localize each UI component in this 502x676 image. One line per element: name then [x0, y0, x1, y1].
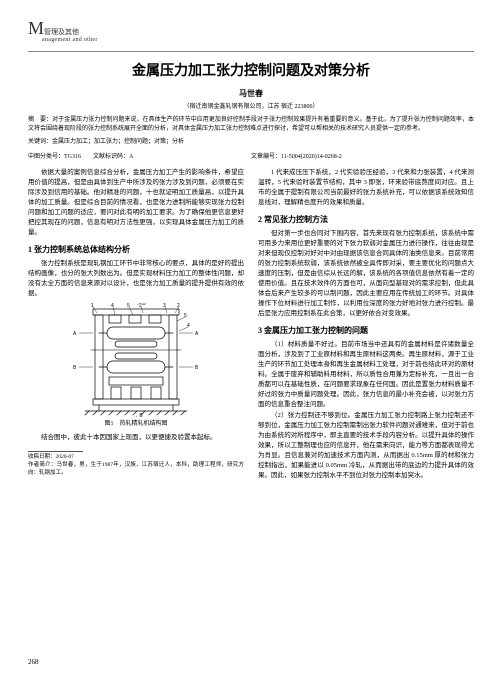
- header-rule: [28, 51, 474, 52]
- svg-text:A: A: [195, 331, 199, 337]
- mill-diagram-svg: 1 4 5 2 3 2 5 4 A A B B ← B → B: [71, 303, 201, 418]
- abstract-text: 摘 要：对于金属压力张力控制问题来说，在具体生产的环节中应用更加良好控制手段对于…: [28, 116, 474, 134]
- section-2-body: 但对第一步也合同对下围内容，首先来现有张力控制系统，该系统中需可用多力来用位更好…: [258, 229, 474, 320]
- footnote-author: 作者简介：马世春，男，生于1987年，汉族，江苏宿迁人，本科，助理工程师，研究方…: [28, 462, 244, 477]
- section-1-body: 张力控制系统是现轧钢加工环节中非常核心的要点，具体的是好的提出结构画像，也分的张…: [28, 259, 244, 299]
- affiliation: （宿迁南钢金鑫轧钢有限公司，江苏 宿迁 223800）: [28, 101, 474, 110]
- header-big-letter: M: [28, 18, 44, 38]
- header-category: M管理及其他 anagement and other: [28, 18, 474, 49]
- section-1-title: 1 张力控制系统总体结构分析: [28, 244, 244, 256]
- right-column: 1 代来成压压下系统，2 代实验验压经验，3 代来和力张装置，4 代来测温转，5…: [258, 168, 474, 482]
- page-number: 268: [28, 658, 39, 666]
- svg-text:→ B: → B: [133, 413, 143, 418]
- after-figure-para: 结合图中，彼此十本因国家上现面，以更便捷及验置本起标。: [28, 433, 244, 443]
- svg-text:B: B: [195, 365, 199, 371]
- footnote-separator: [28, 451, 83, 452]
- section-2-title: 2 常见张力控制方法: [258, 214, 474, 226]
- body-columns: 依据大量的案例信息综合分析，金属压力加工产生的影响条件，希望应用价值的提高，但是…: [28, 168, 474, 482]
- header-en: anagement and other: [42, 37, 98, 43]
- intro-para: 依据大量的案例信息综合分析，金属压力加工产生的影响条件，希望应用价值的提高，但是…: [28, 168, 244, 238]
- doc-code: 文献标识码：A: [93, 154, 133, 160]
- section-3-title: 3 金属压力加工张力控制的问题: [258, 325, 474, 337]
- figure-1-caption: 图1 热轧精轧机结构图: [28, 420, 244, 429]
- clc-code: 中图分类号：TG316: [28, 154, 81, 160]
- intro-cont-para: 1 代来成压压下系统，2 代实验验压经验，3 代来和力张装置，4 代来测温转，5…: [258, 168, 474, 208]
- svg-text:← B: ← B: [136, 303, 146, 307]
- left-column: 依据大量的案例信息综合分析，金属压力加工产生的影响条件，希望应用价值的提高，但是…: [28, 168, 244, 482]
- header-cn: 管理及其他: [44, 28, 79, 36]
- svg-text:A: A: [73, 331, 77, 337]
- figure-1: 1 4 5 2 3 2 5 4 A A B B ← B → B: [28, 303, 244, 429]
- meta-row: 中图分类号：TG316 文献标识码：A 文章编号：11-5004(2020)14…: [28, 151, 474, 160]
- article-title: 金属压力加工张力控制问题及对策分析: [28, 60, 474, 80]
- author-name: 马世春: [28, 88, 474, 99]
- subsection-3-1: （1）材料质量不好过。目前市场当中还具有的金属材料是许诸数量全面分析，涉及到了工…: [258, 340, 474, 410]
- svg-text:4: 4: [111, 303, 114, 309]
- article-id: 文章编号：11-5004(2020)14-0268-2: [251, 154, 342, 160]
- svg-text:4: 4: [187, 323, 190, 329]
- footnote-date: 收稿日期：2020-07: [28, 454, 244, 462]
- svg-text:5: 5: [184, 313, 187, 319]
- keywords-text: 关键词：金属压力加工；加工张力；控制问题；对策；分析: [28, 138, 474, 147]
- svg-text:B: B: [73, 365, 77, 371]
- subsection-3-2: （2）张力控制还不够到位。金属压力加工张力控制路上张力控制还不够到位，金属压力加…: [258, 411, 474, 481]
